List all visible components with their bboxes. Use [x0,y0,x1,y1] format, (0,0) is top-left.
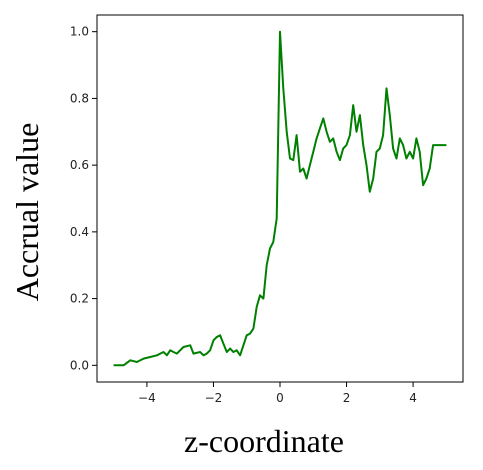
y-tick-label: 0.6 [70,158,89,172]
y-tick-label: 0.8 [70,91,89,105]
x-axis-title: z-coordinate [184,423,344,459]
x-tick-label: 0 [276,391,284,405]
series-layer [113,30,447,367]
y-axis-title: Accrual value [9,123,45,302]
series-line [113,30,447,367]
y-tick-label: 0.4 [70,225,89,239]
y-tick-label: 1.0 [70,25,89,39]
y-tick-label: 0.2 [70,292,89,306]
y-tick-label: 0.0 [70,358,89,372]
y-axis-ticks: 0.0 0.2 0.4 0.6 0.8 1.0 [70,25,97,372]
x-tick-label: 2 [343,391,351,405]
x-tick-label: 4 [409,391,417,405]
x-tick-label: −2 [205,391,223,405]
x-axis-ticks: −4 −2 0 2 4 [138,382,417,405]
x-tick-label: −4 [138,391,156,405]
